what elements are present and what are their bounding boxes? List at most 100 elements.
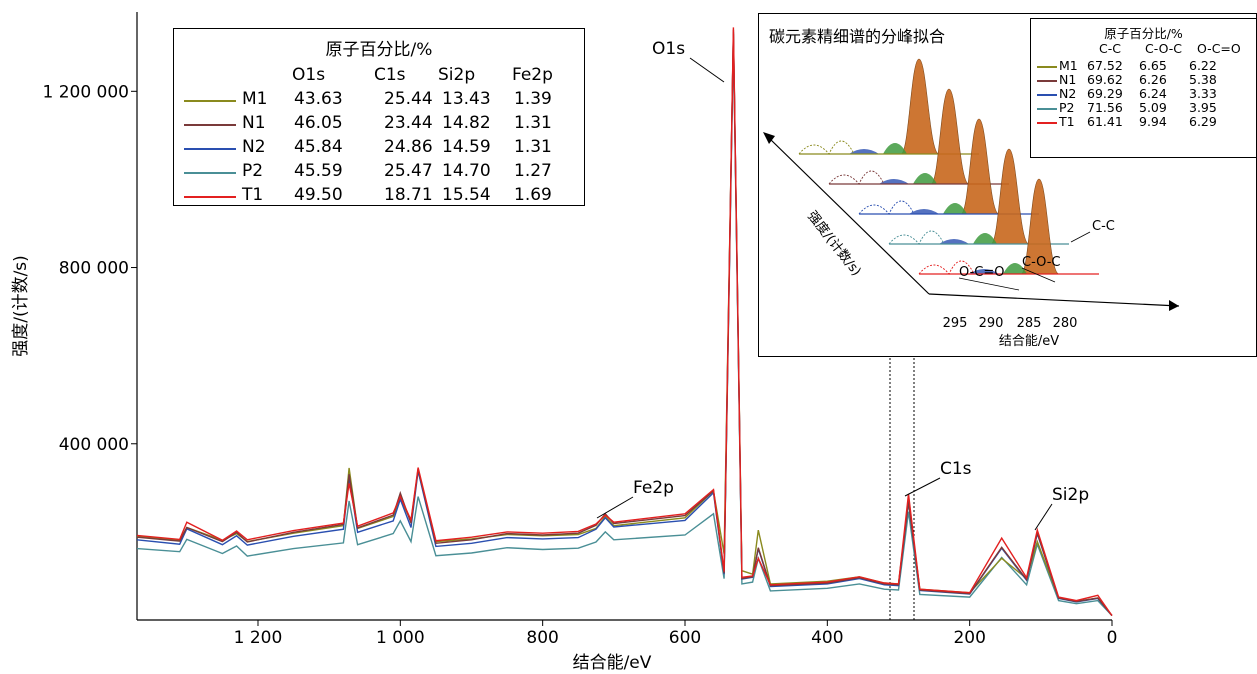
inset-x-tick-label: 280 <box>1053 316 1078 331</box>
inset-legend-value: 6.22 <box>1189 58 1217 73</box>
legend-value: 24.86 <box>384 137 433 157</box>
legend-value: 13.43 <box>442 89 491 109</box>
inset-legend-swatch <box>1037 94 1057 96</box>
series-line-t1 <box>136 27 1113 617</box>
inset-peak-label: C-O-C <box>1022 255 1061 270</box>
inset-coc-peak <box>883 143 907 154</box>
legend-swatch <box>184 100 236 102</box>
annotation-leader-fe2p <box>596 496 634 519</box>
inset-legend-row-t1: T1 61.41 9.94 6.29 <box>1037 114 1252 129</box>
inset-peak-leader <box>1021 267 1056 283</box>
legend-col-si2p: Si2p <box>438 65 476 85</box>
inset-legend-series-name: P2 <box>1059 100 1075 115</box>
inset-legend-swatch <box>1037 122 1057 124</box>
inset-legend-value: 6.26 <box>1139 72 1167 87</box>
inset-coc-peak <box>913 173 937 184</box>
legend-value: 18.71 <box>384 185 433 205</box>
inset-legend-series-name: T1 <box>1059 114 1075 129</box>
inset-x-tick-label: 295 <box>943 316 968 331</box>
legend-value: 1.39 <box>514 89 552 109</box>
y-tick-label: 400 000 <box>59 435 129 455</box>
inset-trace-p2 <box>888 148 1069 245</box>
inset-legend-row-n2: N2 69.29 6.24 3.33 <box>1037 86 1252 101</box>
x-tick-label: 1 200 <box>234 628 283 648</box>
legend-value: 45.59 <box>294 161 343 181</box>
inset-legend-series-name: N1 <box>1059 72 1077 87</box>
inset-trace-n2 <box>858 118 1039 215</box>
inset-legend-value: 6.24 <box>1139 86 1167 101</box>
inset-legend-swatch <box>1037 66 1057 68</box>
legend-row-n2: N2 45.84 24.86 14.59 1.31 <box>184 137 579 161</box>
series-layer <box>136 27 1113 617</box>
x-tick-label: 200 <box>953 628 985 648</box>
x-tick-label: 400 <box>811 628 843 648</box>
inset-col-cc: C-C <box>1099 41 1121 56</box>
inset-legend-row-p2: P2 71.56 5.09 3.95 <box>1037 100 1252 115</box>
inset-oco-peak <box>969 269 999 274</box>
inset-legend-value: 6.65 <box>1139 58 1167 73</box>
inset-legend-value: 69.62 <box>1087 72 1123 87</box>
inset-oco-peak <box>879 179 909 184</box>
annotation-leader-c1s <box>904 477 941 497</box>
axes: 1 200 1 000 800 600 400 200 0 400 000 800 000 1 2… <box>42 12 1117 648</box>
inset-coc-peak <box>973 233 997 244</box>
inset-coc-peak <box>1003 263 1027 274</box>
annotation-si2p: Si2p <box>1052 485 1089 505</box>
inset-legend-row-n1: N1 69.62 6.26 5.38 <box>1037 72 1252 87</box>
legend-series-name: T1 <box>242 185 264 205</box>
inset-x-tick-label: 285 <box>1017 316 1042 331</box>
annotations: O1s Fe2p C1s Si2p <box>596 39 1089 531</box>
inset-plot: 295 290 285 280 结合能/eV 强度/(计数/s) C-C C-O-C O-C=O <box>763 58 1180 349</box>
annotation-fe2p: Fe2p <box>633 478 674 498</box>
legend-col-fe2p: Fe2p <box>512 65 553 85</box>
inset-col-coc: C-O-C <box>1145 41 1183 56</box>
legend-swatch <box>184 148 236 150</box>
legend-title: 原子百分比/% <box>325 40 433 60</box>
inset-legend-swatch <box>1037 108 1057 110</box>
inset-satellite-peaks <box>798 140 855 155</box>
inset-legend-series-name: N2 <box>1059 86 1077 101</box>
legend-row-n1: N1 46.05 23.44 14.82 1.31 <box>184 113 579 137</box>
legend-series-name: P2 <box>242 161 264 181</box>
legend-value: 14.59 <box>442 137 491 157</box>
annotation-leader-o1s <box>689 57 725 83</box>
x-tick-label: 800 <box>526 628 558 648</box>
inset-satellite-peaks <box>828 170 885 185</box>
carbon-fine-spectrum-inset: 碳元素精细谱的分峰拟合 295 290 285 280 结合能/eV 强度/(计数/s) C… <box>758 13 1257 357</box>
legend-value: 45.84 <box>294 137 343 157</box>
legend-swatch <box>184 124 236 126</box>
inset-legend-row-m1: M1 67.52 6.65 6.22 <box>1037 58 1252 73</box>
inset-legend-title: 原子百分比/% <box>1104 26 1183 41</box>
annotation-o1s: O1s <box>652 39 685 59</box>
x-tick-label: 0 <box>1107 628 1118 648</box>
inset-legend-value: 71.56 <box>1087 100 1123 115</box>
inset-satellite-peaks <box>858 200 915 215</box>
legend-value: 46.05 <box>294 113 343 133</box>
inset-oco-peak <box>909 209 939 214</box>
inset-peak-label: C-C <box>1092 219 1115 234</box>
legend-value: 43.63 <box>294 89 343 109</box>
y-axis-label: 强度/(计数/s) <box>11 255 31 357</box>
inset-oco-peak <box>849 149 879 154</box>
inset-peak-leader <box>1070 231 1091 243</box>
inset-legend-series-name: M1 <box>1059 58 1078 73</box>
legend-value: 49.50 <box>294 185 343 205</box>
legend-row-t1: T1 49.50 18.71 15.54 1.69 <box>184 185 579 209</box>
x-tick-label: 1 000 <box>376 628 425 648</box>
inset-col-oco: O-C=O <box>1197 41 1241 56</box>
inset-legend-value: 3.95 <box>1189 100 1217 115</box>
atomic-percent-legend: 原子百分比/% O1s C1s Si2p Fe2p M1 43.63 25.44 13… <box>173 28 585 206</box>
inset-trace-m1 <box>798 58 979 155</box>
inset-legend-value: 3.33 <box>1189 86 1217 101</box>
legend-value: 1.69 <box>514 185 552 205</box>
inset-x-arrowhead <box>1169 300 1179 311</box>
legend-value: 15.54 <box>442 185 491 205</box>
legend-value: 1.27 <box>514 161 552 181</box>
inset-legend-value: 6.29 <box>1189 114 1217 129</box>
inset-legend-value: 5.38 <box>1189 72 1217 87</box>
inset-cc-peak <box>900 58 940 155</box>
legend-swatch <box>184 196 236 198</box>
legend-value: 1.31 <box>514 137 552 157</box>
inset-legend-value: 69.29 <box>1087 86 1123 101</box>
